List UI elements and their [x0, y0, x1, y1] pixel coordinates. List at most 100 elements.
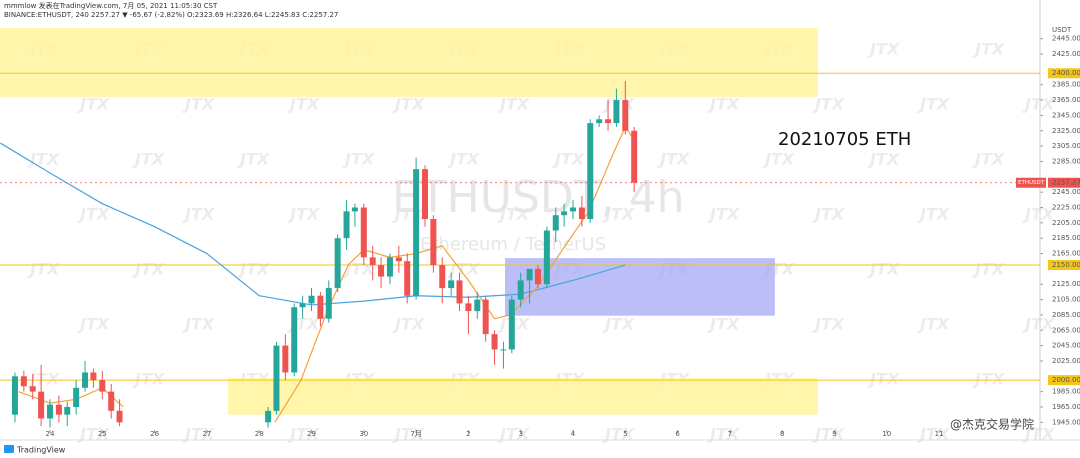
candle-body: [596, 119, 603, 124]
candle-body: [413, 169, 420, 296]
tile-watermark: JTX: [342, 260, 375, 279]
candle-body: [64, 406, 71, 415]
candle-body: [605, 119, 612, 124]
x-tick-label: 4: [571, 430, 576, 438]
tile-watermark: JTX: [972, 260, 1005, 279]
tile-watermark: JTX: [657, 150, 690, 169]
candle-body: [570, 207, 577, 212]
candle-body: [99, 380, 106, 392]
tile-watermark: JTX: [287, 205, 320, 224]
candle-body: [517, 280, 524, 300]
candle-body: [526, 268, 533, 281]
x-tick-label: 7月: [410, 430, 421, 438]
tile-watermark: JTX: [237, 260, 270, 279]
y-tick-label: 2045.00: [1052, 342, 1080, 350]
candle-body: [334, 238, 341, 289]
candle-body: [439, 265, 446, 289]
tile-watermark: JTX: [762, 150, 795, 169]
tile-watermark: JTX: [27, 370, 60, 389]
tile-watermark: JTX: [917, 95, 950, 114]
candle-body: [508, 299, 515, 350]
tile-watermark: JTX: [342, 150, 375, 169]
candle-body: [265, 410, 272, 423]
tile-watermark: JTX: [392, 315, 425, 334]
zone: [227, 377, 818, 415]
tile-watermark: JTX: [77, 425, 110, 444]
candle-body: [386, 257, 393, 277]
y-tick-label: 2385.00: [1052, 81, 1080, 89]
candle-body: [631, 130, 638, 183]
candle-body: [317, 295, 324, 319]
y-tick-label: 2305.00: [1052, 142, 1080, 150]
candle-body: [543, 230, 550, 285]
x-tick-label: 6: [675, 430, 680, 438]
candle-body: [622, 100, 629, 131]
y-tick-label: 1985.00: [1052, 388, 1080, 396]
tile-watermark: JTX: [812, 95, 845, 114]
y-tick-label: 2225.00: [1052, 204, 1080, 212]
candle-body: [308, 295, 315, 304]
tile-watermark: JTX: [707, 315, 740, 334]
candle-body: [613, 100, 620, 124]
tile-watermark: JTX: [1022, 315, 1055, 334]
candle-body: [351, 207, 358, 212]
tile-watermark: JTX: [972, 40, 1005, 59]
tile-watermark: JTX: [812, 205, 845, 224]
tile-watermark: JTX: [917, 315, 950, 334]
tile-watermark: JTX: [812, 315, 845, 334]
candle-body: [38, 391, 45, 419]
x-tick-label: 26: [150, 430, 159, 438]
zone: [0, 27, 818, 98]
background-layer: JTX JTX JTX JTX JTX JTX JTX JTX JTX JTX JTX JTX JTX J…: [0, 27, 1055, 444]
candle-body: [456, 280, 463, 304]
tile-watermark: JTX: [602, 315, 635, 334]
candle-body: [360, 207, 367, 258]
tile-watermark: JTX: [132, 260, 165, 279]
tile-watermark: JTX: [707, 205, 740, 224]
tile-watermark: JTX: [972, 150, 1005, 169]
y-tick-label: 2125.00: [1052, 280, 1080, 288]
tile-watermark: JTX: [497, 95, 530, 114]
y-tick-label: 2025.00: [1052, 357, 1080, 365]
level-label: 2150.00: [1052, 261, 1080, 269]
candle-body: [282, 345, 289, 373]
candle-body: [46, 404, 53, 419]
tile-watermark: JTX: [182, 95, 215, 114]
tile-watermark: JTX: [447, 260, 480, 279]
tile-watermark: JTX: [1022, 425, 1055, 444]
candle-body: [587, 123, 594, 220]
tile-watermark: JTX: [497, 205, 530, 224]
tile-watermark: JTX: [392, 425, 425, 444]
y-tick-label: 2445.00: [1052, 35, 1080, 43]
last-price-box: [1048, 177, 1080, 188]
tile-watermark: JTX: [867, 370, 900, 389]
candle-body: [11, 376, 18, 415]
candle-body: [108, 391, 115, 411]
candle-body: [325, 288, 332, 319]
candle-body: [465, 303, 472, 312]
candle-body: [369, 257, 376, 266]
y-tick-label: 2165.00: [1052, 250, 1080, 258]
tile-watermark: JTX: [1022, 95, 1055, 114]
level-label: 2400.00: [1052, 69, 1080, 77]
candle-body: [561, 211, 568, 216]
tile-watermark: JTX: [77, 95, 110, 114]
last-price-symbol: ETHUSDT: [1018, 180, 1045, 186]
tile-watermark: JTX: [972, 370, 1005, 389]
candle-body: [299, 303, 306, 308]
tile-watermark: JTX: [552, 150, 585, 169]
candle-body: [55, 404, 62, 415]
x-tick-label: 3: [518, 430, 522, 438]
candle-body: [116, 410, 123, 423]
ma-line: [274, 125, 637, 423]
x-tick-label: 2: [466, 430, 470, 438]
tile-watermark: JTX: [497, 425, 530, 444]
tile-watermark: JTX: [132, 150, 165, 169]
y-tick-label: 2065.00: [1052, 326, 1080, 334]
x-tick-label: 30: [359, 430, 368, 438]
x-tick-label: 11: [935, 430, 944, 438]
x-tick-label: 9: [832, 430, 836, 438]
last-price-label: 2257.27: [1052, 179, 1080, 187]
x-tick-label: 5: [623, 430, 627, 438]
